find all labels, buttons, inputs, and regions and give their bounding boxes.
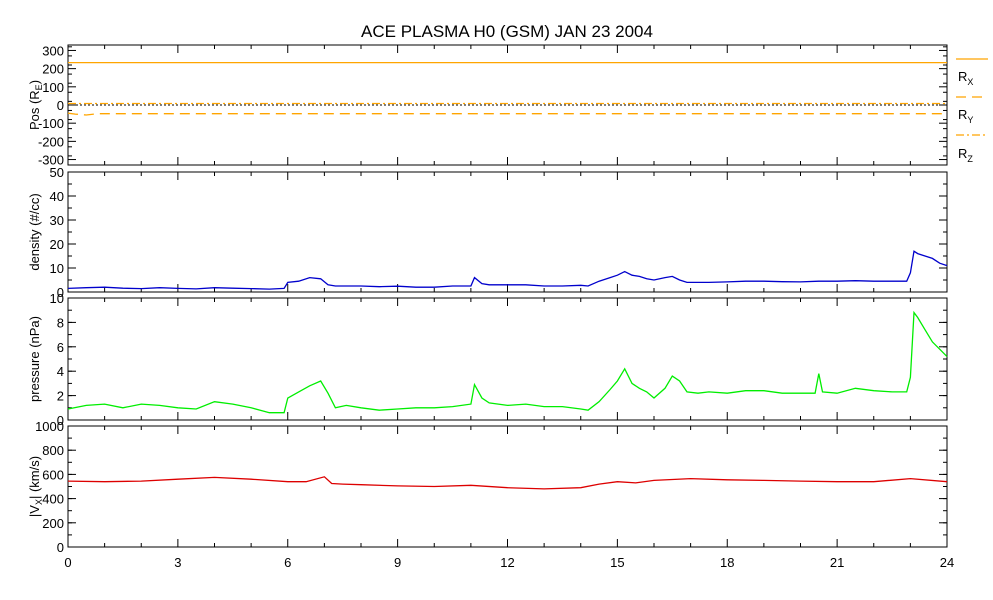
y-tick-label: 10	[50, 291, 64, 306]
y-tick-label: 0	[57, 413, 64, 428]
y-tick-label: 400	[42, 492, 64, 507]
y-tick-label: 200	[42, 62, 64, 77]
y-axis-label: density (#/cc)	[27, 193, 42, 270]
y-tick-label: 100	[42, 80, 64, 95]
y-tick-label: -300	[38, 153, 64, 168]
x-tick-label: 21	[830, 555, 844, 570]
x-tick-label: 0	[64, 555, 71, 570]
x-tick-label: 9	[394, 555, 401, 570]
x-tick-label: 18	[720, 555, 734, 570]
y-axis-label: pressure (nPa)	[27, 316, 42, 402]
legend-rx-label: RX	[958, 69, 973, 87]
y-tick-label: -200	[38, 134, 64, 149]
y-tick-label: 8	[57, 315, 64, 330]
y-tick-label: 20	[50, 237, 64, 252]
y-tick-label: 800	[42, 443, 64, 458]
y-tick-label: -100	[38, 116, 64, 131]
legend-rz-label: RZ	[958, 146, 973, 164]
position-panel: 300 200 100 0 -100 -200 -300 Pos (RE)	[27, 43, 948, 168]
y-tick-label: 0	[57, 285, 64, 300]
x-tick-label: 12	[500, 555, 514, 570]
x-axis-labels: 0 3 6 9 12 15 18 21 24	[64, 555, 954, 570]
y-tick-label: 1000	[35, 419, 64, 434]
series-line-ry	[67, 112, 947, 116]
y-tick-label: 2	[57, 389, 64, 404]
pressure-panel: 10 8 6 4 2 0 pressure (nPa)	[27, 291, 948, 428]
y-tick-label: 200	[42, 516, 64, 531]
y-tick-label: 6	[57, 340, 64, 355]
x-tick-label: 24	[940, 555, 954, 570]
y-tick-label: 30	[50, 213, 64, 228]
velocity-panel: 1000 800 600 400 200 0 |VX| (km/s)	[27, 419, 948, 555]
y-tick-label: 40	[50, 189, 64, 204]
y-axis-label: |VX| (km/s)	[27, 456, 44, 517]
series-line-pressure	[67, 310, 948, 414]
y-tick-label: 300	[42, 43, 64, 58]
series-line-density	[67, 250, 948, 290]
panel-frame	[67, 425, 948, 548]
panel-frame	[67, 297, 948, 421]
series-line-vx	[67, 476, 948, 490]
legend-ry-label: RY	[958, 107, 973, 125]
x-tick-label: 15	[610, 555, 624, 570]
y-tick-label: 4	[57, 364, 64, 379]
y-tick-label: 10	[50, 261, 64, 276]
panel-frame	[67, 171, 948, 293]
y-tick-label: 50	[50, 165, 64, 180]
y-tick-label: 0	[57, 540, 64, 555]
density-panel: 50 40 30 20 10 0 density (#/cc)	[27, 165, 948, 300]
x-tick-label: 6	[284, 555, 291, 570]
y-axis-label: Pos (RE)	[27, 80, 44, 130]
position-legend: RX RY RZ	[956, 58, 988, 164]
x-tick-label: 3	[174, 555, 181, 570]
y-tick-label: 600	[42, 467, 64, 482]
chart-title: ACE PLASMA H0 (GSM) JAN 23 2004	[361, 22, 653, 41]
y-tick-label: 0	[57, 98, 64, 113]
